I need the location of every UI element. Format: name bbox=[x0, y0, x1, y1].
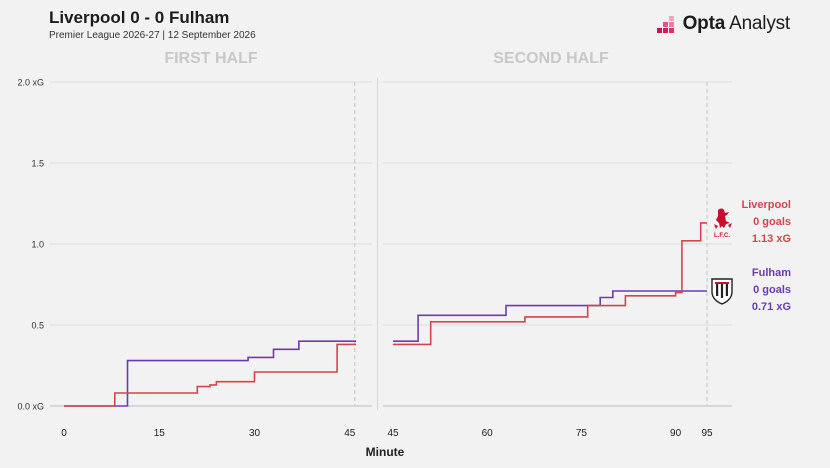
y-tick-label: 0.5 bbox=[31, 321, 44, 331]
series-line-liverpool-second-half bbox=[393, 222, 707, 346]
x-tick-label: 45 bbox=[344, 428, 356, 439]
y-tick-label: 1.0 bbox=[31, 240, 44, 250]
x-tick-label: 95 bbox=[701, 428, 713, 439]
chart-subtitle: Premier League 2026-27 | 12 September 20… bbox=[49, 30, 256, 41]
x-tick-label: 60 bbox=[482, 428, 494, 439]
brand-logo: Opta Analyst bbox=[655, 12, 790, 36]
svg-text:L.F.C.: L.F.C. bbox=[714, 233, 730, 239]
fulham-goals: 0 goals bbox=[753, 284, 791, 296]
x-tick-label: 30 bbox=[249, 428, 261, 439]
brand-name: Opta Analyst bbox=[682, 13, 791, 34]
liverpool-xg: 1.13 xG bbox=[751, 233, 791, 245]
y-tick-label: 1.5 bbox=[31, 159, 44, 169]
fulham-name: Fulham bbox=[751, 267, 791, 279]
y-tick-label: 2.0 xG bbox=[17, 78, 44, 88]
opta-logo-icon bbox=[656, 16, 674, 33]
x-tick-label: 45 bbox=[387, 428, 399, 439]
x-tick-label: 0 bbox=[61, 428, 67, 439]
liverpool-crest-icon: L.F.C. bbox=[714, 208, 732, 239]
y-tick-label: 0.0 xG bbox=[17, 402, 44, 412]
liverpool-label: Liverpool 0 goals 1.13 xG bbox=[741, 197, 791, 248]
liverpool-name: Liverpool bbox=[741, 199, 791, 211]
x-axis-title: Minute bbox=[366, 445, 405, 459]
x-tick-label: 15 bbox=[154, 428, 166, 439]
x-tick-label: 90 bbox=[670, 428, 682, 439]
chart-title: Liverpool 0 - 0 Fulham bbox=[49, 8, 230, 27]
panel-label-second-half: SECOND HALF bbox=[493, 50, 609, 67]
fulham-xg: 0.71 xG bbox=[751, 301, 791, 313]
series-line-fulham-second-half bbox=[393, 290, 707, 343]
fulham-crest-icon bbox=[711, 278, 733, 305]
x-tick-label: 75 bbox=[576, 428, 588, 439]
panel-label-first-half: FIRST HALF bbox=[164, 50, 258, 67]
fulham-label: Fulham 0 goals 0.71 xG bbox=[752, 265, 791, 316]
series-line-fulham-first-half bbox=[64, 340, 357, 407]
series-line-liverpool-first-half bbox=[64, 343, 357, 407]
liverpool-goals: 0 goals bbox=[753, 216, 791, 228]
